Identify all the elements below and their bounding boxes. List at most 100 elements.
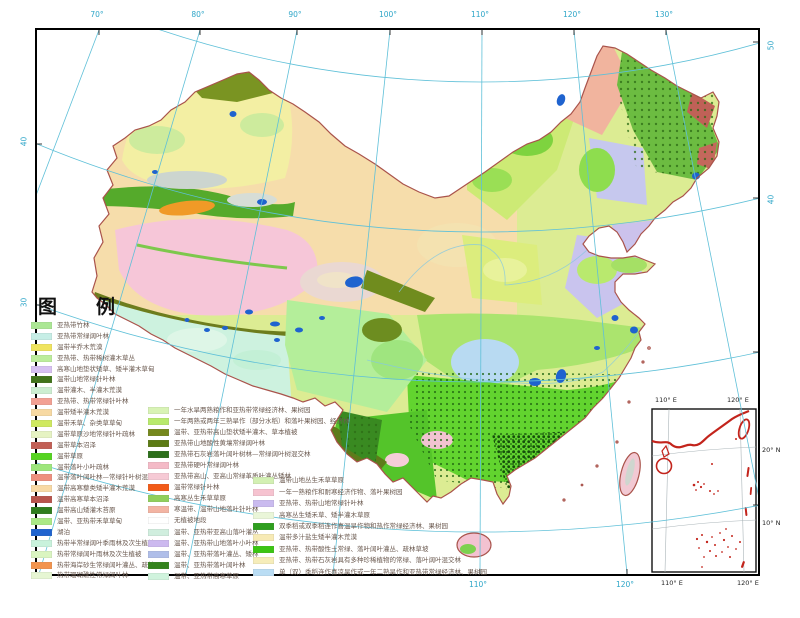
legend-row: 高寒山地垫状矮草、矮半灌木草甸 (31, 364, 161, 375)
legend-row: 双季稻或双季稻连作喜温旱作物和热作常绿经济林、果树园 (253, 521, 487, 532)
legend-label: 高寒丛生矮禾草、矮半灌木草原 (279, 510, 370, 519)
lon-label-120: 120° (562, 10, 582, 19)
inset-top-110e: 110° E (655, 396, 677, 404)
legend-row: 亚热带竹林 (31, 320, 161, 331)
legend-row: 温带山地丛生禾草草原 (253, 475, 487, 486)
legend-label: 温带、亚热带落叶阔叶林 (174, 560, 246, 569)
legend-row: 一年两熟或两年三熟旱作（部分水稻）和落叶果树园、经济林 (148, 416, 350, 427)
legend-label: 亚热带山地酸性黄壤常绿阔叶林 (174, 439, 265, 448)
legend-row: 热带半常绿阔叶季雨林及次生植被 (31, 538, 161, 549)
legend-label: 寒温带、温带山地落叶针叶林 (174, 505, 259, 514)
legend-label: 无植被地段 (174, 516, 207, 525)
legend-row: 无植被地段 (148, 515, 350, 526)
legend-label: 亚热带高山、亚高山常绿革质叶灌丛矮林 (174, 472, 291, 481)
legend-label: 温带、亚热带高寒草原 (174, 571, 239, 580)
legend-row: 亚热带、热带酸性土常绿、落叶阔叶灌丛、疏林草坡 (253, 544, 487, 555)
legend-row: 温带、亚热带高山垫状矮半灌木、草本植被 (148, 427, 350, 438)
inset-right-10n: 10° N (762, 519, 781, 527)
legend-swatch (31, 419, 52, 427)
legend-swatch (31, 528, 52, 536)
legend-swatch (31, 321, 52, 329)
legend-label: 温带落叶阔叶林—常绿针叶树混交林 (57, 473, 161, 482)
legend-swatch (31, 398, 52, 406)
legend-label: 亚热带石灰岩落叶阔叶树林—常绿阔叶树混交林 (174, 450, 311, 459)
legend-swatch (31, 517, 52, 525)
legend-row: 温带山地常绿针叶林 (31, 374, 161, 385)
legend-row: 温带矮半灌木荒漠 (31, 407, 161, 418)
legend-row: 温带、亚热带山地落叶小叶林 (148, 538, 350, 549)
legend-row: 温带落叶小叶疏林 (31, 462, 161, 473)
legend-label: 亚热带、热带酸性土常绿、落叶阔叶灌丛、疏林草坡 (279, 544, 429, 553)
legend-row: 温带、亚热带落叶灌丛、矮林 (148, 549, 350, 560)
inset-islands (651, 409, 753, 568)
inset-top-120e: 120° E (727, 396, 749, 404)
legend-label: 温带灌木、半灌木荒漠 (57, 386, 122, 395)
legend-row: 一年水旱两熟粮作和亚热带常绿经济林、果树园 (148, 405, 350, 416)
legend-row: 温带草原沙地常绿针叶疏林 (31, 429, 161, 440)
legend-swatch (31, 409, 52, 417)
legend-swatch (31, 387, 52, 395)
legend-label: 热带常绿阔叶雨林及次生植被 (57, 549, 142, 558)
legend-label: 温带落叶小叶疏林 (57, 462, 109, 471)
legend-swatch (31, 572, 52, 580)
legend-row: 温带多汁盐生矮半灌木荒漠 (253, 532, 487, 543)
south-china-sea-inset (651, 408, 757, 573)
legend-title-char2: 例 (96, 296, 116, 318)
china-vegetation-map (37, 30, 758, 574)
legend-label: 温带高山矮灌木苔原 (57, 506, 116, 515)
legend-swatch (31, 474, 52, 482)
legend-label: 温带草原 (57, 451, 83, 460)
legend-swatch (253, 488, 274, 496)
legend-swatch (31, 496, 52, 504)
legend-row: 一年一熟粮作和耐寒经济作物、落叶果树园 (253, 486, 487, 497)
legend-row: 温带常绿针叶林 (148, 482, 350, 493)
legend-swatch (148, 462, 169, 470)
legend-label: 一年两熟或两年三熟旱作（部分水稻）和落叶果树园、经济林 (174, 417, 350, 426)
legend-row: 温带高寒藜类矮半灌木荒漠 (31, 483, 161, 494)
legend-row: 温带高山矮灌木苔原 (31, 505, 161, 516)
legend-label: 高寒山地垫状矮草、矮半灌木草甸 (57, 364, 155, 373)
legend-swatch (253, 568, 274, 576)
legend-label: 温带多汁盐生矮半灌木荒漠 (279, 533, 357, 542)
legend-row: 温带、亚热带落叶阔叶林 (148, 560, 350, 571)
legend-row: 温带禾草、杂类草草甸 (31, 418, 161, 429)
legend-swatch (31, 376, 52, 384)
legend-swatch (148, 440, 169, 448)
legend-label: 温带、亚热带山地落叶小叶林 (174, 538, 259, 547)
legend-row: 温带、亚热带亚高山落叶灌丛 (148, 527, 350, 538)
lon-label-130: 130° (654, 10, 674, 19)
legend-swatch (253, 534, 274, 542)
legend-label: 一年一熟粮作和耐寒经济作物、落叶果树园 (279, 487, 403, 496)
rivers (366, 243, 644, 385)
lon-label-80: 80° (191, 10, 205, 19)
legend-row: 亚热带、热带稀树灌木草丛 (31, 353, 161, 364)
legend-swatch (148, 550, 169, 558)
legend-row: 亚热带石灰岩落叶阔叶树林—常绿阔叶树混交林 (148, 449, 350, 460)
legend-swatch (148, 561, 169, 569)
legend-swatch (31, 507, 52, 515)
legend-label: 温带山地丛生禾草草原 (279, 476, 344, 485)
legend-swatch (31, 441, 52, 449)
map-frame (35, 28, 760, 576)
legend-label: 双季稻或双季稻连作喜温旱作物和热作常绿经济林、果树园 (279, 521, 448, 530)
legend-swatch (31, 430, 52, 438)
legend-swatch (148, 539, 169, 547)
lat-label-right-50: 50 (766, 40, 776, 51)
legend-label: 温带、亚热带落叶灌丛、矮林 (174, 549, 259, 558)
legend-row: 高寒丛生禾草草原 (148, 493, 350, 504)
legend-row: 湖泊 (31, 527, 161, 538)
legend-label: 温带草原沙地常绿针叶疏林 (57, 429, 135, 438)
legend-row: 亚热带山地酸性黄壤常绿阔叶林 (148, 438, 350, 449)
legend-label: 亚热带、热带石灰岩具有多种珍稀植物的常绿、落叶阔叶混交林 (279, 556, 461, 565)
legend-row: 寒温带、温带山地落叶针叶林 (148, 504, 350, 515)
legend-label: 亚热带、热带稀树灌木草丛 (57, 353, 135, 362)
legend-label: 亚热带竹林 (57, 320, 90, 329)
lat-label-left-40: 40 (19, 136, 29, 147)
legend-label: 亚热带硬叶常绿阔叶林 (174, 461, 239, 470)
legend-swatch (148, 495, 169, 503)
legend-title-char1: 图 (38, 296, 58, 318)
legend-row: 亚热带、热带常绿针叶林 (31, 396, 161, 407)
legend-row: 亚热带高山、亚高山常绿革质叶灌丛矮林 (148, 471, 350, 482)
legend-row: 亚热带、热带山地常绿针叶林 (253, 498, 487, 509)
china-boundary (91, 45, 720, 558)
